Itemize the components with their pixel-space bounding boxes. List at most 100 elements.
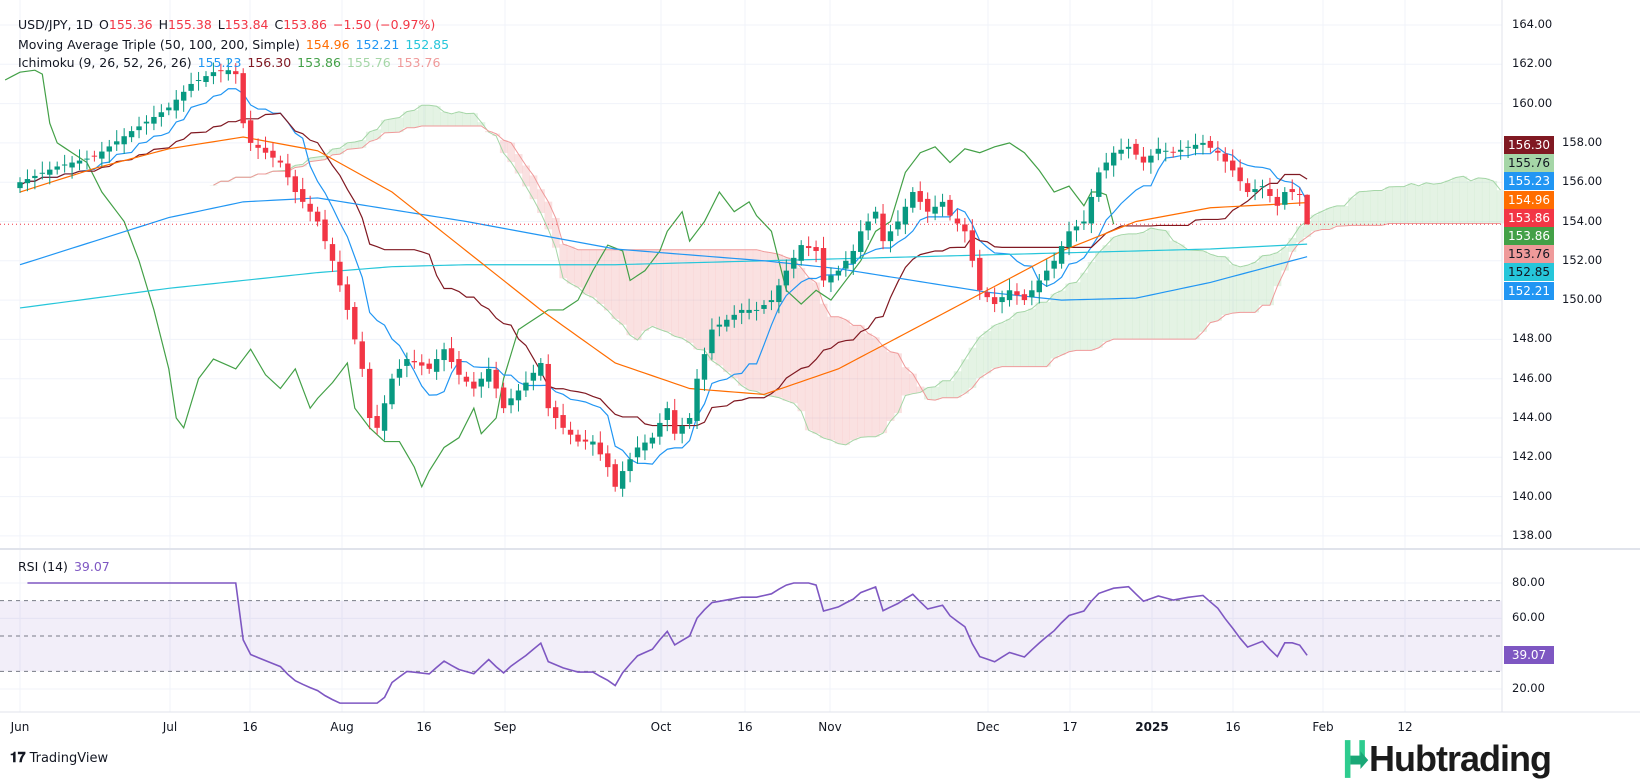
- cloud-segment: [782, 257, 791, 401]
- cloud-segment: [1459, 176, 1468, 224]
- candle-body: [1148, 155, 1154, 163]
- cloud-segment: [1295, 226, 1304, 243]
- candle-body: [1185, 146, 1191, 148]
- cloud-segment: [804, 277, 813, 431]
- cloud-segment: [581, 249, 590, 295]
- cloud-segment: [1095, 252, 1103, 348]
- ma50-value: 154.96: [305, 37, 350, 52]
- candle-body: [843, 260, 849, 269]
- cloud-segment: [938, 380, 947, 398]
- tradingview-label: TradingView: [29, 750, 109, 766]
- cloud-segment: [1072, 282, 1081, 351]
- cloud-segment: [663, 249, 672, 332]
- ma100-value: 152.21: [355, 37, 400, 52]
- cloud-segment: [871, 337, 880, 437]
- candle-body: [508, 398, 514, 406]
- cloud-segment: [715, 249, 724, 366]
- cloud-segment: [990, 325, 999, 369]
- cloud-segment: [477, 122, 486, 127]
- candle-body: [768, 300, 775, 303]
- candle-body: [1118, 149, 1124, 154]
- cloud-segment: [1400, 186, 1408, 224]
- price-tick: 154.00: [1562, 213, 1603, 228]
- candle-body: [500, 387, 507, 409]
- cloud-segment: [1481, 178, 1490, 224]
- ma-legend[interactable]: Moving Average Triple (50, 100, 200, Sim…: [18, 37, 455, 52]
- cloud-segment: [299, 164, 307, 167]
- candle-body: [99, 151, 105, 159]
- candle-body: [218, 70, 224, 72]
- time-tick: Nov: [818, 720, 842, 734]
- indicator-lines: [0, 69, 1502, 489]
- cloud-segment: [537, 189, 545, 214]
- candle-body: [270, 150, 276, 158]
- high-value: 155.38: [168, 17, 212, 32]
- candle-body: [947, 199, 953, 216]
- candle-body: [1304, 194, 1310, 225]
- cloud-segment: [432, 106, 441, 127]
- cloud-segment: [1415, 185, 1423, 224]
- cloud-segment: [328, 149, 337, 155]
- candle-body: [552, 407, 559, 418]
- candle-body: [76, 160, 83, 164]
- candle-body: [954, 218, 961, 224]
- candle-body: [262, 147, 269, 153]
- cloud-segment: [1229, 264, 1237, 314]
- cloud-segment: [1392, 186, 1401, 224]
- tradingview-logo[interactable]: 𝟏𝟕 TradingView: [10, 750, 108, 766]
- candle-body: [471, 381, 477, 389]
- candle-body: [738, 309, 745, 313]
- candle-body: [69, 162, 75, 168]
- candle-body: [300, 189, 306, 202]
- candle-body: [1289, 189, 1295, 193]
- candle-body: [292, 176, 298, 193]
- price-tag: 152.85: [1504, 263, 1554, 282]
- candle-body: [1215, 150, 1221, 153]
- cloud-segment: [589, 249, 597, 298]
- cloud-segment: [1236, 266, 1245, 313]
- price-tag: 153.86: [1504, 208, 1554, 227]
- low-value: 153.84: [224, 17, 269, 32]
- ma200-line: [19, 243, 1308, 309]
- cloud-segment: [886, 351, 895, 421]
- cloud-segment: [1452, 177, 1460, 224]
- cloud-segment: [529, 175, 538, 200]
- cloud-segment: [1348, 197, 1356, 226]
- symbol-label[interactable]: USD/JPY, 1D: [18, 17, 94, 32]
- ichimoku-title: Ichimoku (9, 26, 52, 26, 26): [18, 55, 192, 70]
- candle-body: [761, 305, 767, 309]
- candle-body: [91, 155, 98, 157]
- cloud-segment: [1281, 247, 1289, 271]
- candle-body: [664, 408, 670, 420]
- cloud-segment: [998, 322, 1007, 367]
- cloud-segment: [440, 111, 449, 127]
- candle-body: [173, 99, 179, 111]
- candle-body: [895, 221, 901, 230]
- rsi-legend[interactable]: RSI (14) 39.07: [18, 559, 116, 574]
- cloud-segment: [1333, 205, 1341, 227]
- price-tick: 140.00: [1512, 488, 1553, 503]
- cloud-segment: [671, 249, 679, 337]
- candle-body: [701, 354, 708, 380]
- lagging-span-line: [4, 69, 1115, 489]
- cloud-segment: [403, 111, 411, 128]
- candle-body: [255, 144, 261, 148]
- candle-body: [634, 447, 641, 458]
- candle-body: [835, 270, 842, 276]
- cloud-segment: [1184, 249, 1193, 340]
- cloud-segment: [983, 331, 992, 374]
- candle-body: [247, 120, 254, 143]
- cloud-segment: [1325, 207, 1334, 230]
- cloud-segment: [775, 254, 783, 398]
- ichimoku-legend[interactable]: Ichimoku (9, 26, 52, 26, 26) 155.23 156.30…: [18, 55, 446, 70]
- cloud-segment: [1258, 255, 1267, 306]
- price-tick: 148.00: [1512, 331, 1553, 346]
- candle-body: [619, 471, 626, 489]
- candle-body: [991, 297, 998, 305]
- candle-body: [195, 80, 202, 82]
- candle-body: [1021, 294, 1028, 301]
- cloud-segment: [373, 129, 382, 140]
- candle-body: [314, 211, 321, 222]
- cloud-segment: [760, 251, 769, 396]
